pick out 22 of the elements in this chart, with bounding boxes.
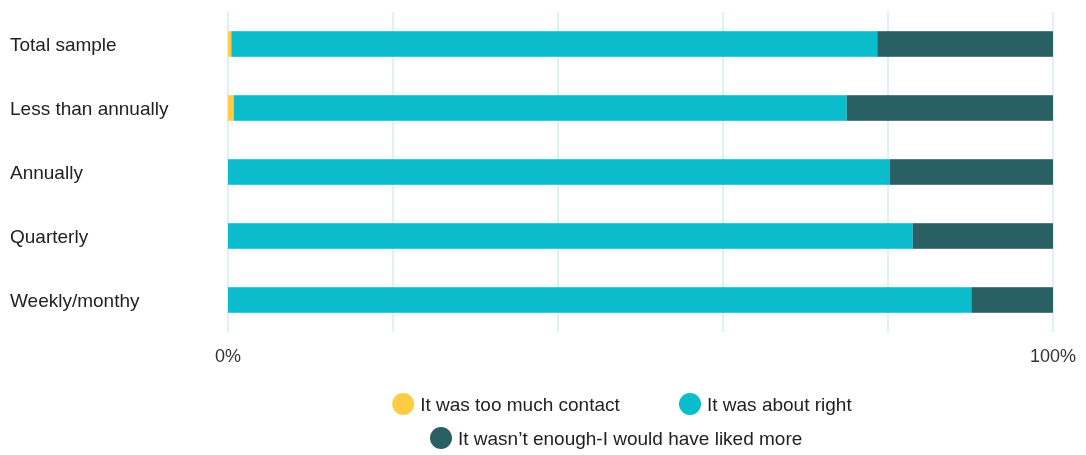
y-tick-label: Quarterly: [10, 225, 89, 247]
bar: [228, 223, 913, 249]
x-tick-label: 100%: [1029, 346, 1077, 366]
bar: [231, 31, 878, 57]
y-tick-label: Annually: [10, 161, 84, 183]
bar: [233, 95, 847, 121]
bar: [846, 95, 1053, 121]
y-tick-label: Weekly/monthy: [10, 289, 141, 311]
bar: [228, 31, 232, 57]
bar: [228, 287, 972, 313]
legend-label: It wasn’t enough-I would have liked more: [458, 427, 803, 449]
bar: [877, 31, 1053, 57]
legend-label: It was about right: [707, 393, 853, 415]
bar: [228, 95, 234, 121]
bar: [228, 159, 890, 185]
legend-label: It was too much contact: [420, 393, 621, 415]
bar: [971, 287, 1053, 313]
bar: [912, 223, 1053, 249]
bar: [889, 159, 1053, 185]
x-tick-label: 0%: [214, 346, 242, 366]
y-tick-label: Total sample: [10, 33, 117, 55]
y-tick-label: Less than annually: [10, 97, 169, 119]
